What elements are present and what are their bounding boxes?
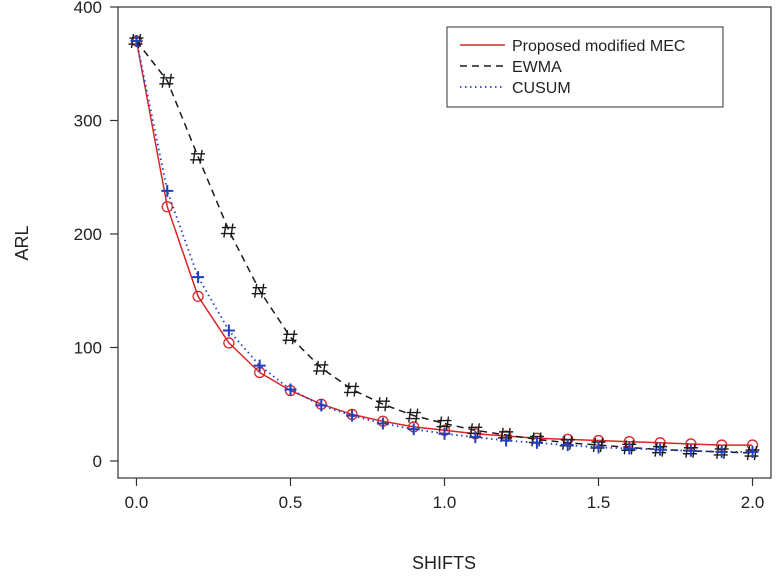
point-proposed-mec <box>161 201 173 213</box>
x-axis-label: SHIFTS <box>412 553 476 573</box>
legend-label-ewma: EWMA <box>512 59 562 76</box>
point-cusum <box>561 439 574 452</box>
point-cusum <box>161 184 174 197</box>
point-ewma <box>590 437 606 453</box>
point-cusum <box>284 383 297 396</box>
point-ewma <box>559 435 575 450</box>
point-ewma <box>190 149 206 164</box>
point-cusum <box>376 417 389 430</box>
series-cusum <box>130 35 759 458</box>
point-ewma <box>313 360 329 376</box>
point-ewma <box>159 73 175 88</box>
y-tick-label: 400 <box>74 0 102 17</box>
point-ewma <box>405 408 421 423</box>
point-cusum <box>746 445 759 458</box>
point-cusum <box>192 271 205 284</box>
point-ewma <box>436 416 452 431</box>
y-tick-label: 200 <box>74 225 102 244</box>
point-ewma <box>498 427 514 442</box>
point-cusum <box>500 434 513 447</box>
x-tick-label: 0.0 <box>125 493 149 512</box>
point-ewma <box>344 382 360 397</box>
y-tick-label: 0 <box>93 452 102 471</box>
legend-box <box>446 26 724 108</box>
legend: Proposed modified MEC EWMA CUSUM <box>446 26 724 108</box>
legend-label-cusum: CUSUM <box>512 80 571 97</box>
point-cusum <box>346 409 359 422</box>
point-cusum <box>715 445 728 458</box>
y-axis-label: ARL <box>12 225 32 260</box>
y-tick-label: 300 <box>74 111 102 130</box>
point-cusum <box>253 359 266 372</box>
x-tick-label: 1.0 <box>433 493 457 512</box>
point-cusum <box>438 427 451 440</box>
x-tick-label: 1.5 <box>587 493 611 512</box>
point-cusum <box>530 436 543 449</box>
point-cusum <box>407 423 420 436</box>
axes: 0.0 0.5 1.0 1.5 2.0 0 100 200 300 400 <box>74 0 765 512</box>
point-ewma <box>251 283 267 298</box>
point-ewma <box>528 432 544 447</box>
series-ewma <box>128 33 760 461</box>
point-ewma <box>621 440 637 455</box>
x-tick-label: 0.5 <box>279 493 303 512</box>
point-ewma <box>282 330 298 345</box>
series-line-ewma <box>135 40 753 454</box>
point-cusum <box>469 431 482 444</box>
point-cusum <box>654 443 667 456</box>
point-proposed-mec <box>223 337 235 349</box>
point-ewma <box>220 223 236 238</box>
x-tick-label: 2.0 <box>741 493 765 512</box>
series-layer <box>128 33 760 461</box>
legend-label-proposed-mec: Proposed modified MEC <box>512 38 685 55</box>
y-tick-label: 100 <box>74 338 102 357</box>
point-ewma <box>744 445 760 461</box>
point-ewma <box>374 397 390 412</box>
point-cusum <box>592 441 605 454</box>
point-cusum <box>315 399 328 412</box>
point-cusum <box>623 442 636 455</box>
point-cusum <box>222 324 235 337</box>
point-proposed-mec <box>192 290 204 303</box>
point-ewma <box>467 423 483 438</box>
point-cusum <box>684 444 697 457</box>
point-cusum <box>130 35 143 48</box>
